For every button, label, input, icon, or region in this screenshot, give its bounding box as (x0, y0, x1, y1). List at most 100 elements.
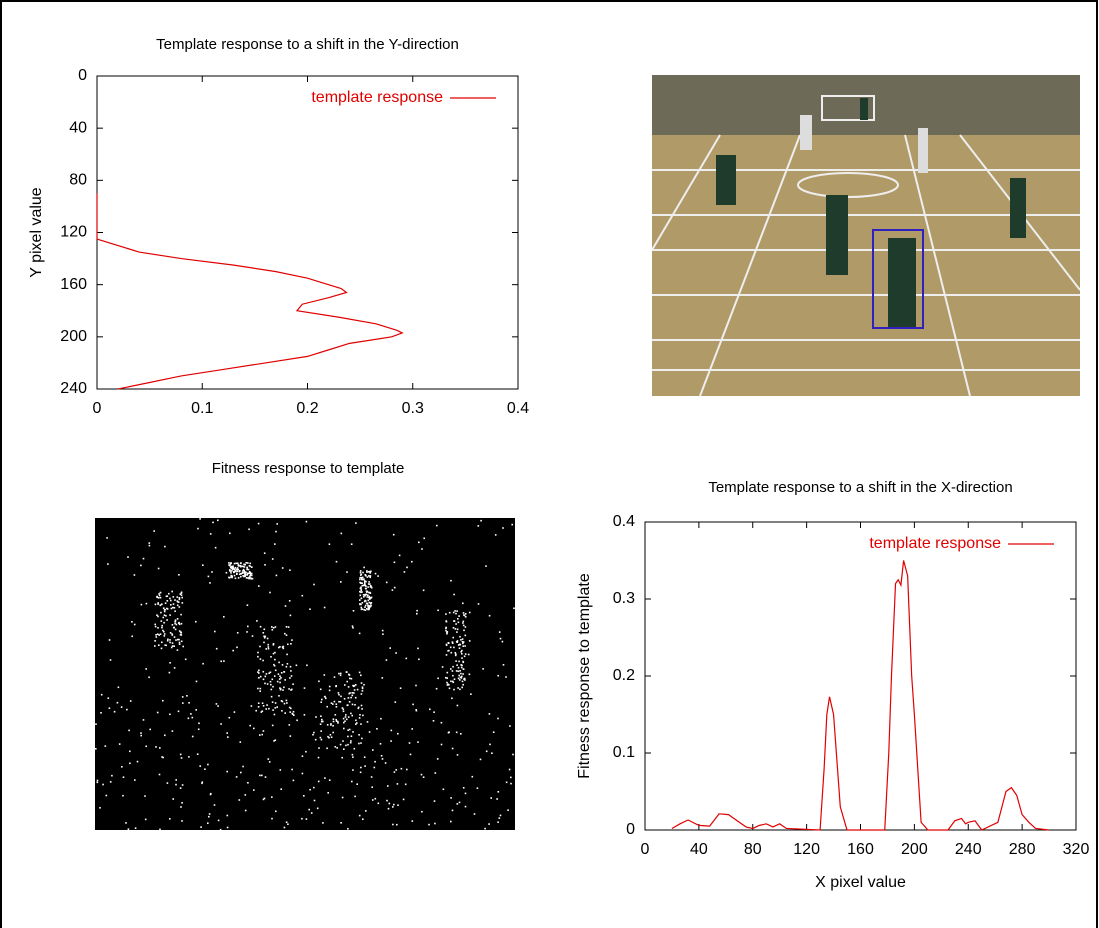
speckle (306, 818, 308, 820)
speckle (502, 641, 504, 643)
speckle (231, 570, 233, 572)
speckle (446, 682, 448, 684)
speckle (230, 572, 232, 574)
speckle (155, 604, 157, 606)
speckle (332, 725, 334, 727)
speckle (445, 677, 447, 679)
speckle (320, 737, 322, 739)
speckle (251, 578, 253, 580)
speckle (279, 675, 281, 677)
speckle (229, 717, 231, 719)
speckle (340, 822, 342, 824)
speckle (469, 612, 471, 614)
speckle (375, 798, 377, 800)
speckle (285, 605, 287, 607)
speckle (464, 679, 466, 681)
speckle (236, 776, 238, 778)
speckle (130, 700, 132, 702)
speckle (354, 796, 356, 798)
speckle (291, 675, 293, 677)
speckle (418, 542, 420, 544)
speckle (412, 820, 414, 822)
speckle (434, 800, 436, 802)
speckle (352, 627, 354, 629)
speckle (366, 594, 368, 596)
speckle (290, 708, 292, 710)
speckle (159, 829, 161, 831)
speckle (415, 685, 417, 687)
speckle (158, 568, 160, 570)
speckle (370, 571, 372, 573)
speckle (274, 665, 276, 667)
speckle (454, 610, 456, 612)
speckle (406, 567, 408, 569)
speckle (393, 804, 395, 806)
speckle (490, 797, 492, 799)
speckle (134, 624, 136, 626)
x-tick-label: 40 (690, 841, 708, 858)
speckle (305, 751, 307, 753)
speckle (320, 723, 322, 725)
speckle (275, 531, 277, 533)
speckle (347, 729, 349, 731)
speckle (355, 723, 357, 725)
speckle (364, 765, 366, 767)
speckle (182, 696, 184, 698)
y-tick-label: 120 (60, 224, 87, 241)
speckle (489, 615, 491, 617)
speckle (465, 613, 467, 615)
speckle (287, 823, 289, 825)
speckle (278, 662, 280, 664)
speckle (480, 520, 482, 522)
speckle (464, 678, 466, 680)
speckle (293, 711, 295, 713)
speckle (144, 795, 146, 797)
speckle (229, 570, 231, 572)
speckle (362, 686, 364, 688)
speckle (261, 734, 263, 736)
x-axis-label: X pixel value (815, 874, 906, 891)
speckle (267, 644, 269, 646)
speckle (164, 735, 166, 737)
speckle (258, 670, 260, 672)
speckle (340, 581, 342, 583)
speckle (161, 648, 163, 650)
speckle (395, 652, 397, 654)
speckle (182, 646, 184, 648)
speckle (259, 646, 261, 648)
speckle (137, 761, 139, 763)
speckle (210, 794, 212, 796)
speckle (311, 812, 313, 814)
speckle (364, 606, 366, 608)
speckle (457, 641, 459, 643)
speckle (178, 711, 180, 713)
speckle (237, 632, 239, 634)
speckle (363, 596, 365, 598)
speckle (236, 647, 238, 649)
speckle (456, 670, 458, 672)
speckle (324, 607, 326, 609)
speckle (456, 732, 458, 734)
speckle (145, 668, 147, 670)
speckle (284, 703, 286, 705)
speckle (362, 690, 364, 692)
speckle (370, 586, 372, 588)
speckle (405, 784, 407, 786)
speckle (247, 573, 249, 575)
speckle (450, 580, 452, 582)
speckle (101, 694, 103, 696)
speckle (397, 783, 399, 785)
speckle (286, 626, 288, 628)
speckle (292, 714, 294, 716)
speckle (459, 636, 461, 638)
speckle (436, 688, 438, 690)
speckle (360, 572, 362, 574)
speckle (364, 756, 366, 758)
speckle (448, 732, 450, 734)
speckle (364, 585, 366, 587)
speckle (286, 702, 288, 704)
speckle (461, 667, 463, 669)
speckle (128, 730, 130, 732)
speckle (169, 818, 171, 820)
speckle (155, 746, 157, 748)
